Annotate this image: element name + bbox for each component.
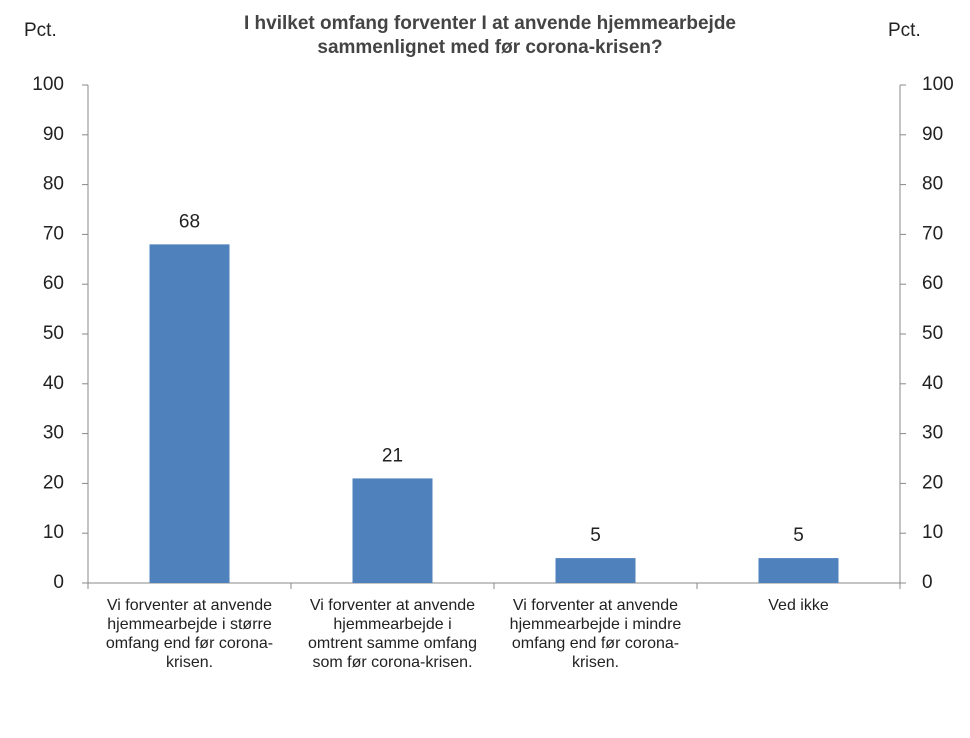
y-tick-label: 0: [53, 572, 64, 593]
y-tick-label: 90: [43, 124, 64, 145]
x-tick-label: Vi forventer at anvende hjemmearbejde i …: [509, 597, 682, 671]
y-tick-label: 60: [43, 273, 64, 294]
y-tick-label: 40: [43, 373, 64, 394]
y2-tick-label: 0: [922, 572, 933, 593]
y-tick-label: 100: [32, 74, 64, 95]
y2-tick-label: 20: [922, 472, 943, 493]
y-tick-label: 20: [43, 472, 64, 493]
x-tick-label: Vi forventer at anvende hjemmearbejde i …: [308, 597, 477, 671]
y2-tick-label: 30: [922, 423, 943, 444]
y-tick-label: 80: [43, 174, 64, 195]
data-label: 21: [382, 445, 403, 466]
y2-axis-label: Pct.: [888, 20, 921, 41]
bar: [555, 558, 636, 583]
y-tick-label: 70: [43, 223, 64, 244]
bar: [149, 244, 230, 584]
data-label: 5: [590, 525, 601, 546]
y2-tick-label: 80: [922, 174, 943, 195]
y2-tick-label: 10: [922, 522, 943, 543]
y2-tick-label: 50: [922, 323, 943, 344]
x-tick-label: Ved ikke: [768, 597, 829, 614]
y-tick-label: 50: [43, 323, 64, 344]
y2-tick-label: 70: [922, 223, 943, 244]
bar: [352, 478, 433, 583]
chart-title: I hvilket omfang forventer I at anvende …: [243, 13, 737, 58]
bar: [758, 558, 839, 583]
data-label: 68: [179, 211, 200, 232]
y-axis-label: Pct.: [24, 20, 57, 41]
y2-tick-label: 60: [922, 273, 943, 294]
data-label: 5: [793, 525, 804, 546]
y2-tick-label: 90: [922, 124, 943, 145]
x-tick-label: Vi forventer at anvende hjemmearbejde i …: [105, 597, 274, 671]
y2-tick-label: 40: [922, 373, 943, 394]
y-tick-label: 10: [43, 522, 64, 543]
y-tick-label: 30: [43, 423, 64, 444]
y2-tick-label: 100: [922, 74, 954, 95]
